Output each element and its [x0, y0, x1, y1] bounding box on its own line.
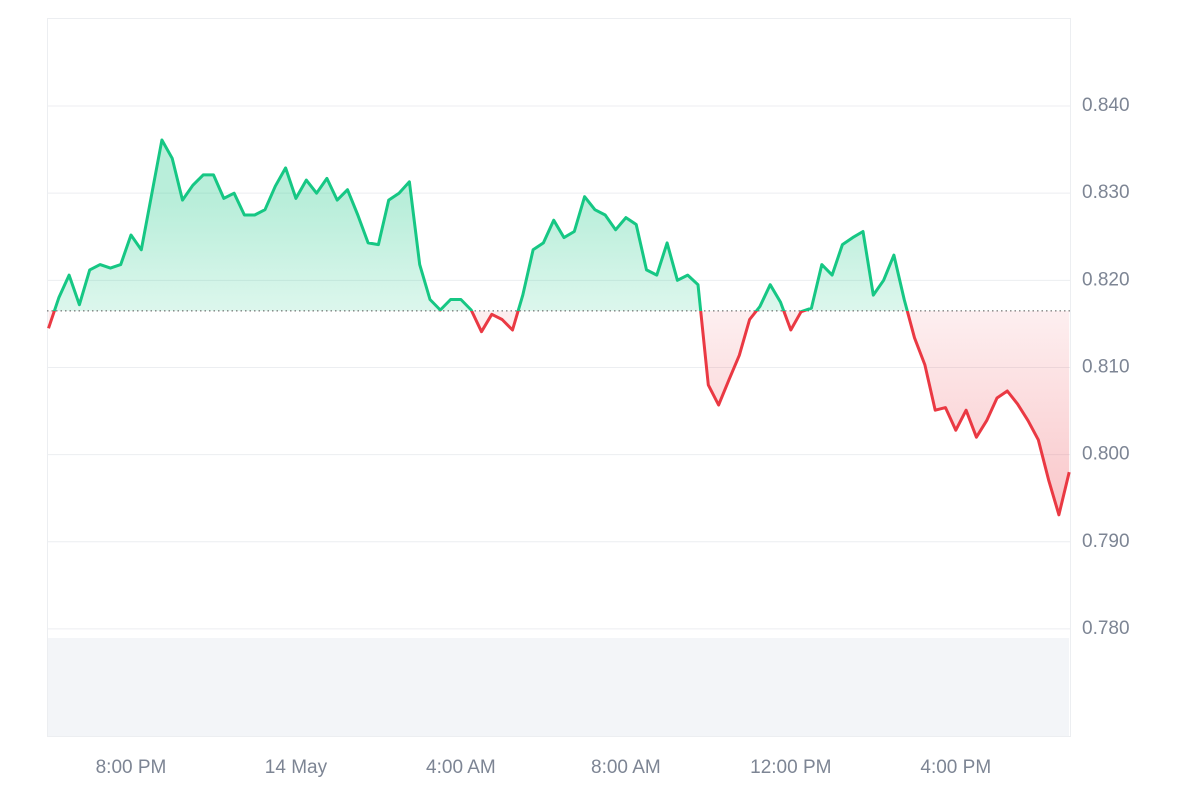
x-tick-label: 4:00 AM	[426, 757, 496, 778]
y-tick-label: 0.830	[1082, 182, 1130, 203]
x-tick-label: 4:00 PM	[920, 757, 991, 778]
x-tick-label: 8:00 PM	[96, 757, 167, 778]
y-tick-label: 0.820	[1082, 269, 1130, 290]
y-tick-label: 0.810	[1082, 356, 1130, 377]
y-tick-label: 0.800	[1082, 444, 1130, 465]
y-tick-label: 0.790	[1082, 531, 1130, 552]
plot-frame	[47, 18, 1071, 737]
y-tick-label: 0.780	[1082, 618, 1130, 639]
price-area	[48, 140, 1070, 515]
x-tick-label: 8:00 AM	[591, 757, 661, 778]
volume-band	[48, 638, 1069, 736]
x-tick-label: 12:00 PM	[750, 757, 831, 778]
x-tick-label: 14 May	[265, 757, 328, 778]
y-tick-label: 0.840	[1082, 95, 1130, 116]
price-line	[47, 138, 1071, 517]
